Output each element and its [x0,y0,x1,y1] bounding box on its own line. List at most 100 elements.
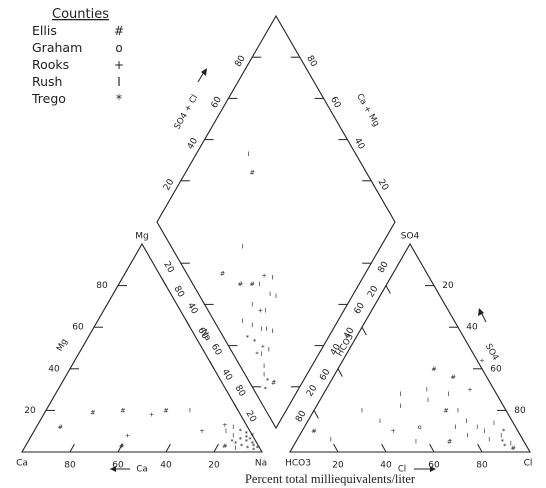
cation-right-corner-label: Na [255,459,267,469]
anion-bottom-axis-name: Cl [398,465,406,475]
axis-caption: Percent total milliequivalents/liter [245,472,416,486]
tick-label: 60 [328,95,343,110]
anion-point: * [501,438,505,446]
cation-point: # [163,406,168,414]
tick-label: 20 [24,406,36,416]
axis-tick [69,443,75,453]
tick-label: 40 [352,136,367,151]
legend-item-name: Graham [32,40,82,55]
diamond-point: I [242,317,244,325]
cation-point: I [232,431,234,439]
diamond-point: I [269,290,271,298]
anion-point: * [503,442,507,450]
diamond-point: * [266,377,270,385]
anion-point: # [450,373,455,381]
tick-label: 20 [366,284,381,299]
anion-point: I [379,417,381,425]
cation-point: I [225,427,227,435]
diamond-upper-right-axis-name: Ca + Mg [354,92,381,129]
tick-label: 80 [376,260,391,275]
legend-item-name: Ellis [32,23,57,38]
axis-tick [477,443,483,453]
anion-point: I [510,440,512,448]
cation-point: # [58,423,63,431]
anion-point: I [399,390,401,398]
so4cl-arrowhead [201,68,207,76]
anion-point: I [467,431,469,439]
axis-tick [165,443,171,453]
diamond-point: I [242,243,244,251]
tick-label: 80 [514,406,526,416]
tick-label: 60 [72,323,84,333]
anion-right-corner-label: Cl [524,459,533,469]
cation-point: I [232,423,234,431]
legend-item-symbol: * [116,92,122,106]
cation-point: * [252,446,256,454]
diamond-point: # [238,280,243,288]
anion-point: I [488,436,490,444]
legend-item-name: Rush [32,74,62,89]
cation-point: * [245,429,249,437]
cl-arrowhead [430,466,436,472]
diamond-point: * [246,333,250,341]
central-diamond: 80 60 40 20 80 60 40 20 20 40 60 80 80 60 40 20 SO4 + Cl… [156,14,396,430]
diamond-frame [156,14,396,430]
tick-label: 80 [96,281,108,291]
diamond-point: # [249,169,254,177]
diamond-point: I [261,350,263,358]
tick-label: 80 [233,54,248,69]
axis-tick [233,402,239,411]
anion-point: I [500,431,502,439]
anion-point: I [427,396,429,404]
anion-point: I [476,423,478,431]
axis-tick [213,443,219,453]
cation-point: I [235,444,237,452]
diamond-point: * [264,385,268,393]
tick-label: 20 [332,461,344,471]
cation-bottom-axis-name: Ca [136,465,147,475]
cation-apex-label: Mg [135,232,148,242]
cation-point: I [189,406,191,414]
tick-label: 40 [380,461,392,471]
tick-label: 20 [442,281,454,291]
cation-point: * [230,438,234,446]
anion-point: + [479,356,484,364]
anion-point: # [311,427,316,435]
axis-tick [209,360,215,370]
legend-item-name: Rooks [32,57,69,72]
tick-label: 60 [490,364,502,374]
cation-point: * [252,442,256,450]
anion-point: I [455,423,457,431]
diamond-point: I [248,150,250,158]
tick-label: 20 [305,383,320,398]
anion-point: o [418,423,422,431]
tick-label: 40 [160,461,172,471]
tick-label: 80 [171,284,186,299]
cation-point: + [222,421,227,429]
anion-point: # [431,365,436,373]
diamond-point: * [255,350,259,358]
diamond-point: I [251,321,253,329]
legend-item-symbol: + [114,58,124,72]
cation-left-axis-name: Mg [55,337,70,353]
tick-label: 40 [219,368,234,383]
diamond-point: # [220,270,225,278]
anion-point: I [465,417,467,425]
anion-apex-label: SO4 [401,232,420,242]
cation-point: # [119,442,124,450]
diamond-point: * [261,344,265,352]
cation-point: * [234,440,238,448]
tick-label: 60 [318,367,333,382]
axis-tick [381,443,387,453]
cation-point: + [125,431,130,439]
anion-point: I [483,427,485,435]
tick-label: 60 [209,342,224,357]
diamond-point: + [258,307,263,315]
tick-label: 40 [48,364,60,374]
legend-item-symbol: o [115,41,122,55]
anion-point: I [415,438,417,446]
tick-label: 20 [208,461,220,471]
tick-label: 80 [64,461,76,471]
